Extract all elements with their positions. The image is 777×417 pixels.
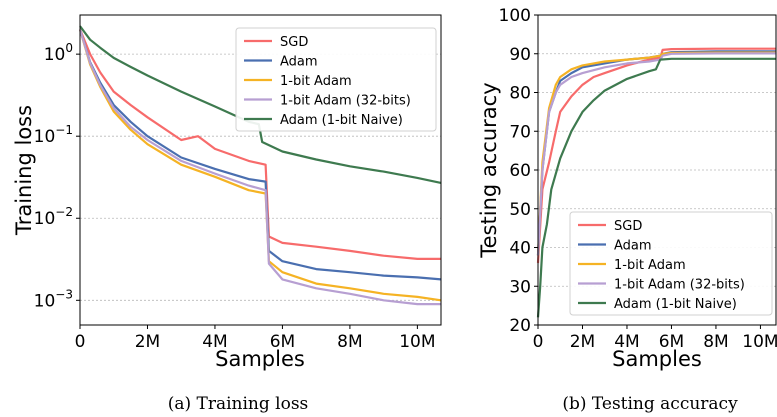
legend-label-adam: Adam: [280, 55, 318, 70]
legend-label-adam: Adam: [614, 239, 652, 254]
x-tick-label: 6M: [270, 332, 295, 352]
legend-label-adam-1-bit-naive: Adam (1-bit Naive): [614, 297, 737, 312]
panel-training-loss: 0 2M 4M 6M 8M 10M 10−3 10−2 10−1 100 Samples Tra…: [12, 14, 442, 414]
y-axis-title: Training loss: [12, 105, 36, 236]
legend-label-1-bit-adam-32-bits: 1-bit Adam (32-bits): [280, 94, 411, 109]
legend-label-1-bit-adam-32-bits: 1-bit Adam (32-bits): [614, 278, 745, 293]
series-line-sgd: [78, 28, 441, 260]
y-tick-label: 10−2: [34, 205, 73, 229]
y-tick-label: 30: [509, 277, 531, 297]
legend: SGD Adam 1-bit Adam 1-bit Adam (32-bits) Ada…: [569, 211, 773, 316]
y-tick-label: 100: [44, 41, 73, 65]
x-tick-label: 4M: [614, 332, 639, 352]
y-tick-label: 70: [509, 122, 531, 142]
y-tick-label: 20: [509, 316, 531, 336]
series-line-1-bit-adam: [78, 29, 442, 302]
x-axis-title: Samples: [215, 347, 305, 371]
y-axis-title: Testing accuracy: [477, 82, 501, 258]
y-tick-label: 50: [509, 200, 531, 220]
x-ticks: 0 2M 4M 6M 8M 10M: [533, 325, 777, 352]
x-tick-label: 4M: [202, 332, 227, 352]
legend: SGD Adam 1-bit Adam 1-bit Adam (32-bits) Ada…: [235, 27, 437, 132]
y-tick-label: 40: [509, 239, 531, 259]
legend-label-1-bit-adam: 1-bit Adam: [280, 74, 352, 89]
series-line-sgd: [536, 47, 776, 264]
series-line-1-bit-adam-32-bits: [78, 29, 441, 306]
x-tick-label: 10M: [399, 332, 435, 352]
x-axis-title: Samples: [612, 347, 702, 371]
x-tick-label: 10M: [742, 332, 777, 352]
y-tick-label: 10−1: [34, 123, 73, 147]
x-tick-label: 6M: [659, 332, 684, 352]
legend-label-sgd: SGD: [280, 35, 308, 50]
panel-testing-accuracy: 0 2M 4M 6M 8M 10M 20 30 40 50 60 70 80 90 100 Samples…: [477, 6, 777, 414]
x-ticks: 0 2M 4M 6M 8M 10M: [75, 325, 436, 352]
y-tick-label: 60: [509, 161, 531, 181]
x-tick-label: 2M: [135, 332, 160, 352]
series-line-adam: [78, 29, 442, 281]
x-tick-label: 0: [75, 332, 86, 352]
x-tick-label: 8M: [337, 332, 362, 352]
y-tick-label: 100: [499, 6, 531, 26]
legend-label-1-bit-adam: 1-bit Adam: [614, 258, 686, 273]
x-tick-label: 2M: [570, 332, 595, 352]
legend-box: [569, 211, 773, 316]
caption: (a) Training loss: [168, 394, 309, 414]
y-tick-label: 90: [509, 45, 531, 65]
series-line-1-bit-adam-32-bits: [536, 52, 776, 256]
plot-frame: [79, 14, 442, 326]
series-lines: [536, 47, 776, 318]
x-tick-label: 0: [533, 332, 544, 352]
legend-label-sgd: SGD: [614, 219, 642, 234]
x-tick-label: 8M: [703, 332, 728, 352]
y-tick-label: 10−3: [34, 287, 73, 311]
y-ticks: 10−3 10−2 10−1 100: [34, 41, 80, 311]
y-ticks: 20 30 40 50 60 70 80 90 100: [499, 6, 538, 336]
legend-box: [235, 27, 437, 132]
legend-label-adam-1-bit-naive: Adam (1-bit Naive): [280, 113, 403, 128]
series-line-adam-1-bit-naive: [536, 57, 776, 318]
caption: (b) Testing accuracy: [562, 394, 738, 414]
y-tick-label: 80: [509, 84, 531, 104]
